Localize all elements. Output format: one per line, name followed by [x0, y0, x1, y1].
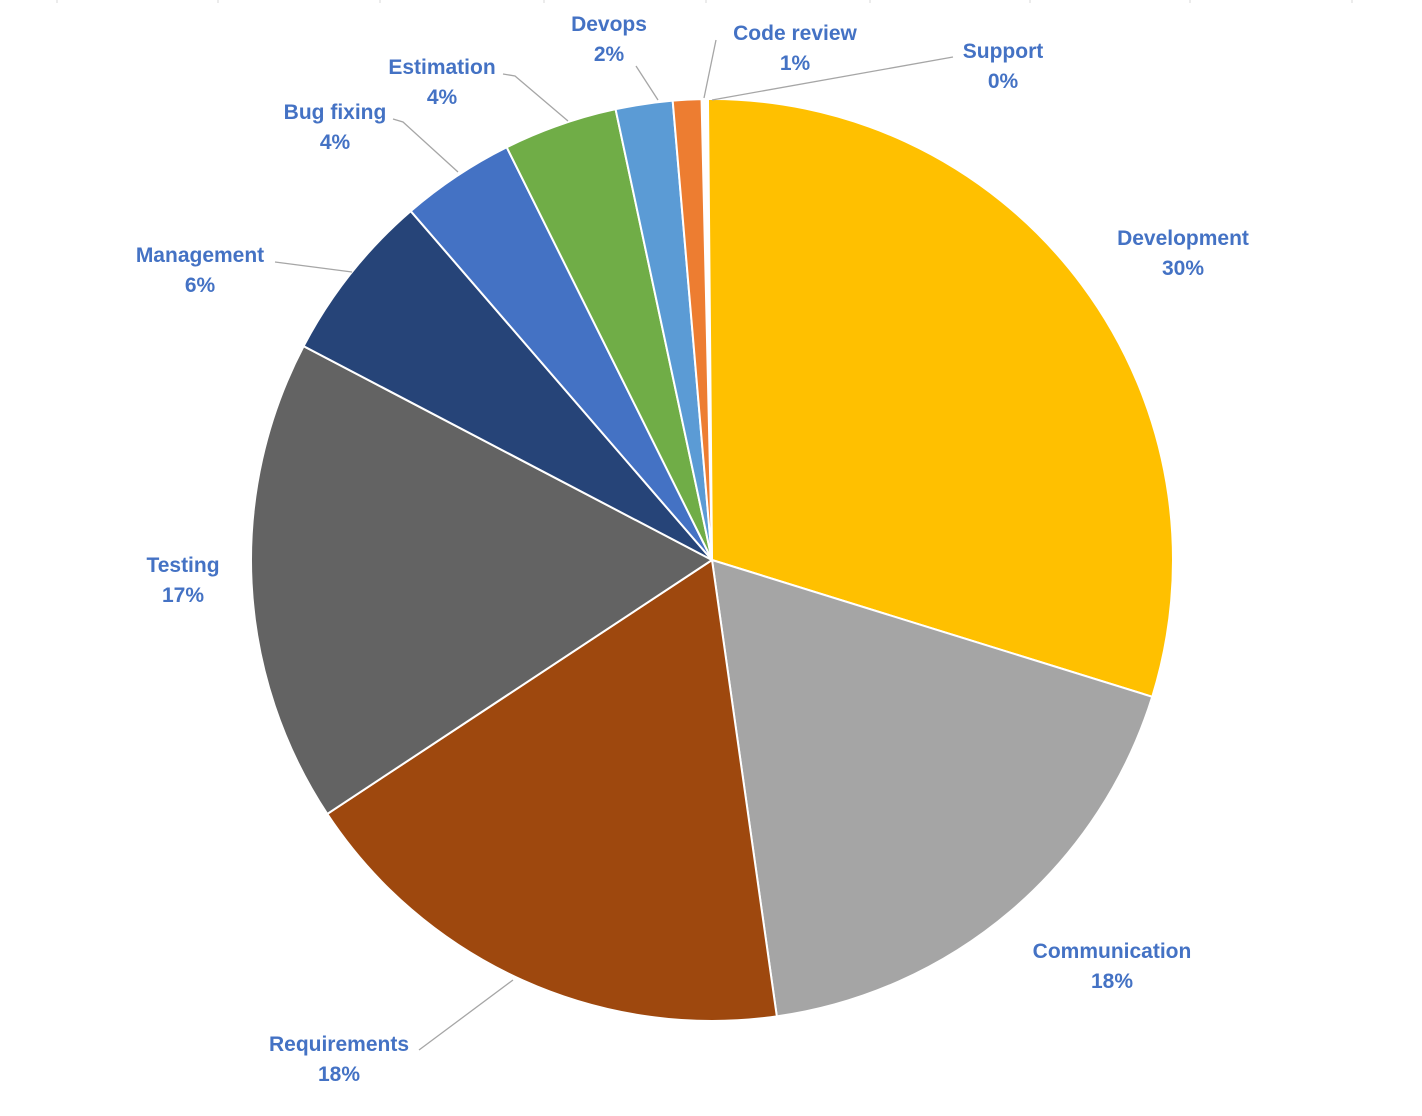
data-label-bug-fixing: Bug fixing 4% [284, 101, 387, 154]
data-label-category-testing: Testing [146, 554, 219, 577]
data-label-percent-testing: 17% [162, 584, 204, 607]
data-label-communication: Communication 18% [1033, 940, 1192, 993]
data-label-development: Development 30% [1117, 227, 1249, 280]
pie-slices [250, 98, 1174, 1022]
data-label-category-code-review: Code review [733, 22, 857, 45]
leader-line-requirements [418, 979, 514, 1051]
data-label-percent-bug-fixing: 4% [320, 131, 351, 154]
data-label-code-review: Code review 1% [733, 22, 857, 75]
data-label-percent-code-review: 1% [780, 52, 811, 75]
pie-slice-testing [250, 344, 714, 816]
pie-slice-requirements [325, 558, 778, 1022]
pie-slice-communication [710, 558, 1154, 1018]
data-label-percent-support: 0% [988, 70, 1019, 93]
leader-line-devops [635, 65, 659, 101]
leader-line-bug-fixing [392, 118, 459, 173]
data-label-percent-estimation: 4% [427, 86, 458, 109]
data-label-requirements: Requirements 18% [269, 1033, 409, 1086]
data-label-devops: Devops 2% [571, 13, 647, 66]
data-label-estimation: Estimation 4% [388, 56, 495, 109]
data-label-percent-devops: 2% [594, 43, 625, 66]
pie-slice-management [302, 209, 713, 561]
data-label-testing: Testing 17% [146, 554, 219, 607]
leader-line-support [711, 56, 954, 101]
data-label-category-management: Management [136, 244, 264, 267]
pie-slice-development [706, 98, 1174, 699]
pie-slice-code-review [671, 98, 713, 561]
leader-line-estimation [502, 73, 569, 122]
leader-lines [274, 39, 954, 1051]
leader-line-code-review [703, 39, 717, 99]
data-label-support: Support 0% [963, 40, 1043, 93]
data-label-category-devops: Devops [571, 13, 647, 36]
data-label-management: Management 6% [136, 244, 264, 297]
data-label-percent-development: 30% [1162, 257, 1204, 280]
data-label-percent-management: 6% [185, 274, 216, 297]
data-label-category-development: Development [1117, 227, 1249, 250]
data-label-percent-requirements: 18% [318, 1063, 360, 1086]
data-label-category-bug-fixing: Bug fixing [284, 101, 387, 124]
leader-line-management [274, 261, 353, 273]
data-labels: Development 30%Communication 18%Requiremen… [136, 13, 1249, 1086]
top-gridlines [56, 0, 1353, 3]
data-label-category-communication: Communication [1033, 940, 1192, 963]
data-label-category-support: Support [963, 40, 1043, 63]
data-label-category-estimation: Estimation [388, 56, 495, 79]
data-label-percent-communication: 18% [1091, 970, 1133, 993]
data-label-category-requirements: Requirements [269, 1033, 409, 1056]
